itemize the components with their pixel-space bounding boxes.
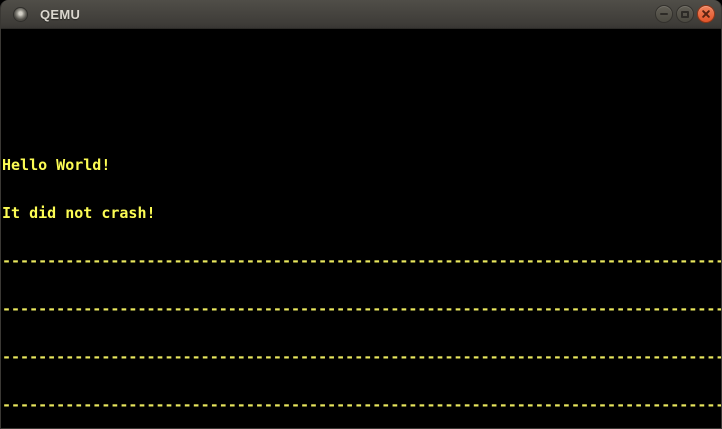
minimize-button[interactable] <box>655 5 673 23</box>
close-icon <box>701 9 711 19</box>
terminal-row: ----------------------------------------… <box>2 301 721 317</box>
close-button[interactable] <box>697 5 715 23</box>
terminal-row-hello-world: Hello World! <box>2 157 111 173</box>
titlebar[interactable]: QEMU <box>1 0 721 29</box>
maximize-icon <box>681 10 689 18</box>
terminal-row: ----------------------------------------… <box>2 397 721 413</box>
terminal-row: ----------------------------------------… <box>2 253 721 269</box>
terminal-row <box>1 61 721 77</box>
terminal-row <box>1 109 721 125</box>
terminal-row: ----------------------------------------… <box>2 349 721 365</box>
terminal-row-did-not-crash: It did not crash! <box>2 205 156 221</box>
qemu-app-icon <box>14 7 27 21</box>
minimize-icon <box>660 13 668 15</box>
window-controls <box>655 5 715 23</box>
maximize-button[interactable] <box>676 5 694 23</box>
vga-terminal[interactable]: Hello World! It did not crash! ---------… <box>1 29 721 428</box>
window-title: QEMU <box>40 6 81 22</box>
